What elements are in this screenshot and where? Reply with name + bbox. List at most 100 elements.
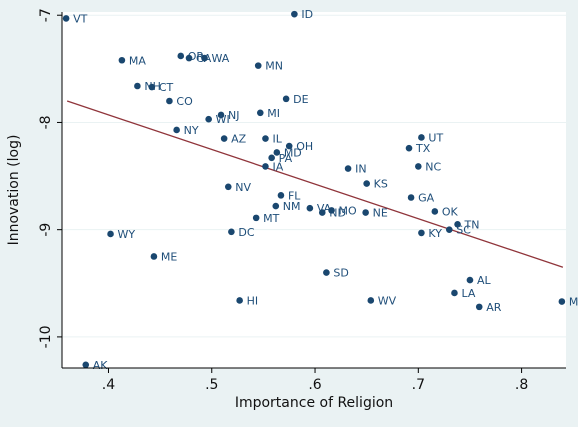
point-label-sc: SC	[456, 224, 471, 237]
point-mi	[256, 109, 264, 117]
point-label-la: LA	[461, 287, 475, 300]
point-ia	[262, 163, 269, 170]
point-az	[220, 135, 228, 142]
point-label-de: DE	[293, 93, 308, 106]
point-label-hi: HI	[247, 294, 259, 307]
point-nv	[224, 183, 232, 191]
point-me	[150, 253, 158, 260]
point-or	[177, 52, 185, 60]
point-ks	[363, 180, 370, 187]
point-ak	[82, 361, 90, 369]
point-sc	[445, 226, 453, 233]
point-nc	[415, 163, 422, 170]
point-label-in: IN	[355, 163, 366, 176]
gridlines	[62, 14, 566, 338]
point-label-dc: DC	[238, 226, 254, 239]
point-co	[166, 97, 173, 105]
point-oh	[285, 142, 293, 150]
point-ny	[173, 126, 180, 134]
fit-line	[66, 100, 564, 268]
y-tick-label: -9	[38, 223, 54, 237]
point-il	[262, 135, 269, 142]
point-label-id: ID	[301, 8, 313, 21]
point-wy	[107, 230, 114, 238]
point-label-vt: VT	[73, 12, 88, 25]
point-label-tx: TX	[415, 142, 431, 155]
point-label-mn: MN	[265, 60, 283, 73]
point-label-wi: WI	[216, 113, 230, 126]
point-sd	[323, 269, 330, 276]
point-ms	[558, 298, 566, 305]
point-label-or: OR	[188, 50, 205, 63]
point-label-ky: KY	[428, 227, 442, 240]
point-label-wa: WA	[212, 52, 230, 65]
y-tick-label: -10	[38, 325, 54, 348]
point-ar	[475, 303, 483, 311]
point-la	[451, 289, 458, 297]
x-tick-label: .5	[205, 377, 218, 393]
point-label-ny: NY	[184, 124, 199, 137]
point-label-ar: AR	[486, 301, 502, 314]
point-label-wv: WV	[378, 294, 397, 307]
fit-line-group	[66, 100, 564, 268]
point-label-ks: KS	[374, 178, 388, 191]
x-tick-label: .7	[412, 377, 425, 393]
point-label-sd: SD	[333, 267, 348, 280]
point-label-md: MD	[284, 146, 302, 159]
point-mn	[254, 62, 262, 69]
point-label-me: ME	[161, 250, 177, 263]
axes: .4 .5 .6 .7 .8 -7 -8 -9 -10	[38, 8, 566, 393]
point-al	[466, 276, 474, 284]
y-tick-label: -7	[38, 8, 54, 22]
data-points: VTIDMAORCAWAMNNHCTCODENJMIWINYAZILOHMDPA…	[62, 8, 578, 372]
point-label-wy: WY	[118, 228, 136, 241]
y-axis-title: Innovation (log)	[6, 135, 22, 246]
point-label-ok: OK	[442, 205, 459, 218]
point-mo	[328, 207, 335, 214]
point-tx	[405, 144, 413, 152]
point-nj	[217, 111, 225, 119]
point-label-oh: OH	[296, 140, 313, 153]
point-in	[344, 165, 352, 172]
point-nh	[134, 82, 141, 90]
point-ne	[362, 209, 369, 216]
point-label-ia: IA	[272, 160, 283, 173]
point-pa	[268, 154, 275, 162]
point-label-ma: MA	[129, 54, 146, 67]
point-va	[306, 204, 314, 212]
point-ga	[407, 194, 415, 201]
point-wv	[367, 297, 375, 304]
x-tick-label: .4	[102, 377, 115, 393]
point-label-al: AL	[477, 274, 492, 287]
point-nm	[272, 202, 280, 210]
point-ok	[431, 208, 439, 215]
point-de	[282, 95, 290, 103]
point-label-co: CO	[176, 95, 193, 108]
point-label-nm: NM	[283, 200, 301, 213]
point-fl	[277, 192, 285, 199]
point-label-ne: NE	[373, 207, 388, 220]
point-label-ga: GA	[418, 192, 435, 205]
point-wa	[201, 54, 208, 62]
point-label-mt: MT	[263, 212, 279, 225]
point-label-nc: NC	[425, 160, 441, 173]
point-md	[273, 149, 281, 156]
point-label-ct: CT	[159, 81, 174, 94]
point-label-pa: PA	[279, 152, 293, 165]
point-wi	[205, 115, 212, 123]
point-label-nv: NV	[235, 181, 251, 194]
point-label-nj: NJ	[228, 109, 239, 122]
point-label-ms: MS	[569, 296, 578, 309]
point-label-il: IL	[272, 133, 282, 146]
point-ut	[418, 134, 425, 141]
point-label-mi: MI	[267, 107, 280, 120]
point-label-ut: UT	[428, 131, 443, 144]
point-label-ak: AK	[93, 359, 109, 372]
point-label-tn: TN	[464, 218, 480, 231]
point-vt	[62, 15, 70, 22]
y-tick-label: -8	[38, 115, 54, 129]
point-dc	[228, 228, 235, 236]
point-hi	[236, 297, 243, 304]
point-id	[291, 10, 298, 18]
